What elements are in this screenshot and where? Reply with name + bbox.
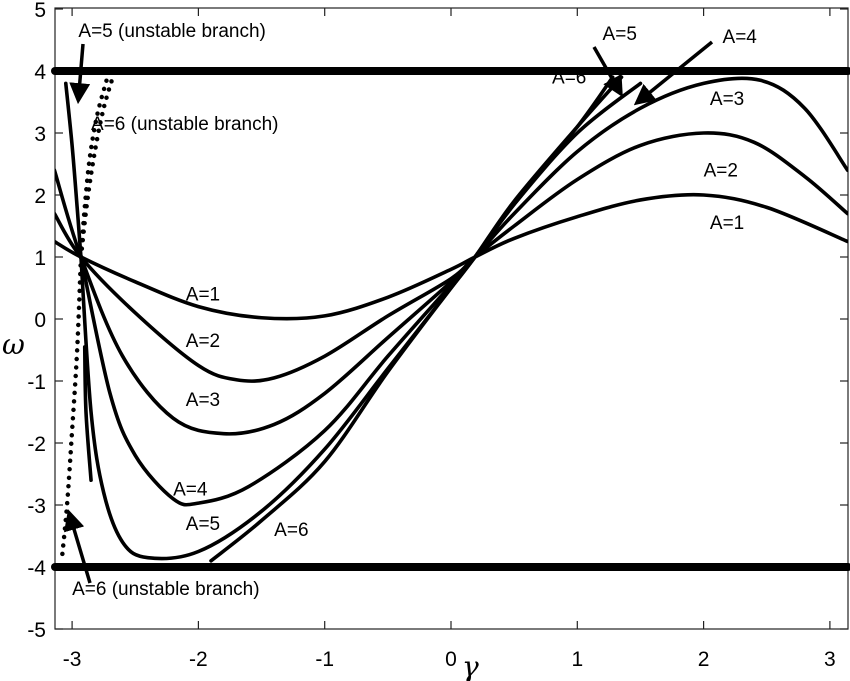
y-tick-label: 4 [34, 61, 46, 84]
annotation-label: A=1 [186, 284, 220, 305]
x-tick-label: 2 [698, 648, 710, 671]
curve-a-6 [209, 75, 615, 563]
y-tick-label: -5 [27, 619, 46, 642]
curve-a-6-unstable-branch-lower- [59, 254, 84, 560]
annotation-label: A=6 [552, 67, 586, 88]
annotation-label: A=2 [186, 331, 220, 352]
x-tick-label: -1 [315, 648, 334, 671]
bound-lines [51, 67, 850, 571]
y-tick-label: 5 [34, 0, 46, 22]
x-tick-label: -2 [189, 648, 208, 671]
y-tick-label: -3 [27, 495, 46, 518]
annotation-label: A=5 [603, 24, 637, 45]
curve-a-6-stable-left-segment [82, 345, 93, 482]
y-tick-label: -2 [27, 433, 46, 456]
annotation-label: A=3 [186, 390, 220, 411]
x-axis-label: γ [462, 650, 479, 681]
y-tick-label: 3 [34, 123, 46, 146]
annotation-label: A=1 [710, 213, 744, 234]
annotation-arrow [63, 509, 92, 584]
curve-a-6-unstable-branch- [78, 71, 117, 260]
annotation-label: A=5 (unstable branch) [78, 21, 265, 42]
x-tick-label: 3 [824, 648, 836, 671]
curve-a-1 [55, 192, 848, 321]
curve-a-2 [55, 131, 848, 383]
annotation-label: A=6 (unstable branch) [72, 579, 259, 600]
annotation-label: A=6 (unstable branch) [91, 114, 278, 135]
annotations: A=5 (unstable branch) A=6 (unstable branc… [63, 21, 758, 600]
curve-a-5 [79, 75, 624, 561]
annotation-label: A=4 [723, 27, 758, 48]
y-tick-label: 2 [34, 185, 46, 208]
annotation-label: A=4 [173, 480, 208, 501]
annotation-arrow [69, 43, 91, 105]
x-tick-label: -3 [63, 648, 82, 671]
annotation-label: A=2 [704, 160, 738, 181]
x-tick-label: 0 [445, 648, 457, 671]
y-tick-label: 0 [34, 309, 46, 332]
annotation-label: A=5 [186, 514, 220, 535]
y-tick-label: -4 [27, 557, 46, 580]
x-tick-label: 1 [571, 648, 583, 671]
annotation-label: A=3 [710, 89, 744, 110]
annotation-arrow [592, 46, 623, 98]
annotation-arrow [633, 40, 714, 106]
y-tick-label: -1 [27, 371, 46, 394]
curve-a-5-left-branch-upper- [63, 81, 83, 259]
y-axis-label: ω [2, 328, 25, 361]
annotation-label: A=6 [274, 520, 308, 541]
axis-ticks: -3 -2 -1 0 1 2 3 -5 -4 -3 -2 -1 0 1 2 3 4 5 [27, 0, 848, 671]
y-tick-label: 1 [34, 247, 46, 270]
curve-a-3 [55, 76, 848, 436]
